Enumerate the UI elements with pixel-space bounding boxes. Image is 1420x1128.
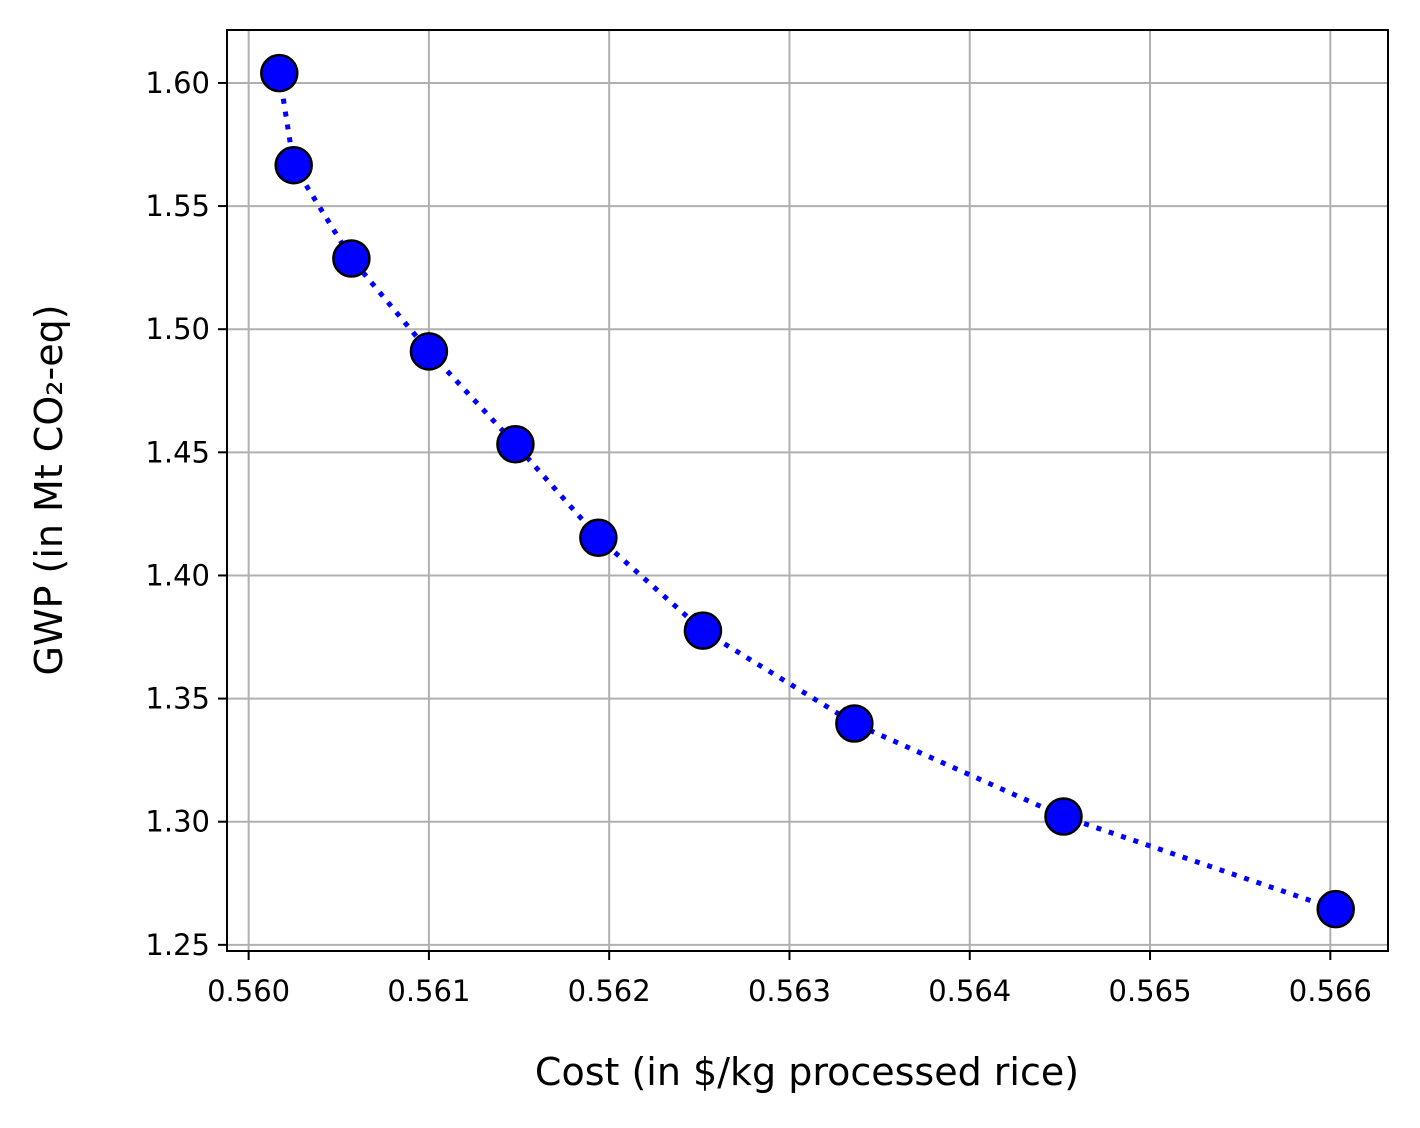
data-point (332, 239, 371, 278)
y-tick-label: 1.60 (145, 66, 210, 100)
x-axis-label: Cost (in $/kg processed rice) (535, 1050, 1079, 1094)
data-point (274, 145, 313, 185)
y-tick-label: 1.30 (145, 805, 210, 839)
x-tick-label: 0.565 (1109, 974, 1192, 1008)
data-point (496, 424, 535, 464)
x-tick-label: 0.566 (1289, 974, 1372, 1008)
x-axis-ticks: 0.560 0.561 0.562 0.563 0.564 0.565 0.566 (207, 951, 1372, 1008)
y-tick-label: 1.45 (145, 435, 210, 469)
data-point (1044, 797, 1083, 836)
y-tick-label: 1.50 (145, 312, 210, 346)
y-axis-label: GWP (in Mt CO₂-eq) (27, 304, 71, 675)
plot-frame (226, 29, 1389, 952)
data-point (579, 518, 618, 558)
data-point (409, 332, 449, 371)
data-point (835, 704, 874, 743)
data-point (260, 53, 299, 93)
data-points (260, 53, 1355, 929)
x-tick-label: 0.560 (207, 974, 290, 1008)
x-tick-label: 0.561 (387, 974, 470, 1008)
data-point (683, 611, 723, 650)
y-tick-label: 1.35 (145, 682, 210, 716)
x-tick-label: 0.564 (928, 974, 1011, 1008)
x-tick-label: 0.562 (568, 974, 651, 1008)
x-tick-label: 0.563 (748, 974, 831, 1008)
y-axis-ticks: 1.25 1.30 1.35 1.40 1.45 1.50 1.55 1.60 (145, 66, 227, 962)
y-tick-label: 1.25 (145, 928, 210, 962)
data-point (1316, 889, 1355, 929)
grid-lines (227, 30, 1388, 951)
plot-area (227, 30, 1388, 951)
y-tick-label: 1.40 (145, 558, 210, 592)
y-tick-label: 1.55 (145, 189, 210, 223)
